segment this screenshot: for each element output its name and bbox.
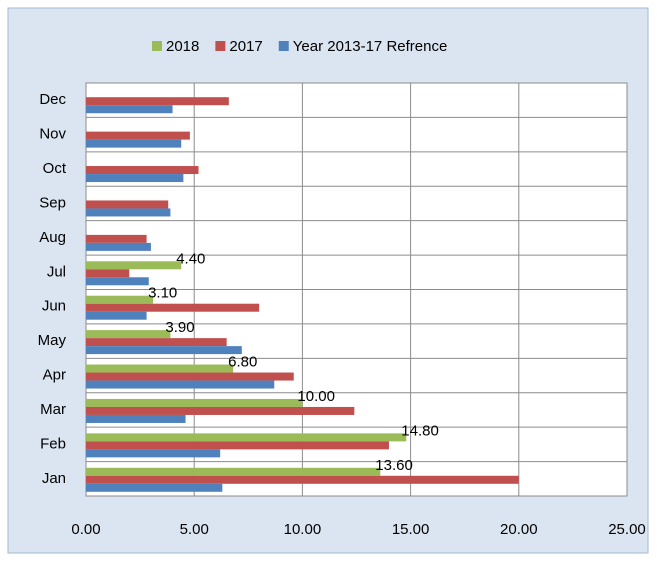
legend-label: 2018 (166, 38, 199, 55)
data-label: 13.60 (375, 457, 413, 474)
y-tick-label: Mar (40, 401, 66, 418)
data-label: 3.90 (165, 319, 194, 336)
y-tick-label: Sep (39, 194, 66, 211)
bar (86, 234, 147, 243)
bar (86, 277, 149, 286)
x-tick-label: 10.00 (284, 521, 322, 538)
bar (86, 295, 154, 304)
bar (86, 483, 223, 492)
y-tick-label: Feb (40, 435, 66, 452)
bar (86, 449, 221, 458)
bar (86, 372, 294, 381)
legend-swatch (152, 41, 162, 51)
bar (86, 105, 173, 114)
bar (86, 364, 234, 373)
bar (86, 311, 147, 320)
y-tick-label: May (38, 332, 67, 349)
bar (86, 338, 227, 347)
y-tick-label: Jun (42, 298, 66, 315)
x-tick-label: 5.00 (180, 521, 209, 538)
bar (86, 414, 186, 423)
x-tick-label: 20.00 (500, 521, 538, 538)
y-tick-label: Jan (42, 470, 66, 487)
data-label: 4.40 (176, 250, 205, 267)
bar (86, 139, 182, 148)
y-tick-label: Nov (39, 126, 66, 143)
bar (86, 475, 519, 484)
legend-label: 2017 (229, 38, 262, 55)
data-label: 14.80 (401, 422, 439, 439)
bar (86, 467, 381, 476)
bar (86, 330, 171, 339)
bar (86, 406, 355, 415)
legend-swatch (278, 41, 289, 51)
x-tick-label: 15.00 (392, 521, 430, 538)
bar (86, 441, 389, 450)
bar (86, 433, 407, 442)
y-tick-label: Aug (39, 229, 66, 246)
x-tick-label: 25.00 (608, 521, 646, 538)
data-label: 10.00 (297, 388, 335, 405)
bar (86, 208, 171, 217)
bar (86, 131, 190, 140)
legend-label: Year 2013-17 Refrence (293, 38, 448, 55)
data-label: 3.10 (148, 285, 177, 302)
bar (86, 174, 184, 183)
bar (86, 398, 303, 407)
bar (86, 269, 130, 278)
bar (86, 242, 151, 251)
bar (86, 97, 229, 106)
data-label: 6.80 (228, 354, 257, 371)
bar (86, 380, 275, 389)
y-tick-label: Dec (39, 91, 66, 108)
bar (86, 261, 182, 270)
y-tick-label: Apr (43, 367, 66, 384)
x-tick-label: 0.00 (71, 521, 100, 538)
bar (86, 200, 169, 209)
y-tick-label: Jul (47, 263, 66, 280)
legend-swatch (215, 41, 226, 51)
bar (86, 166, 199, 175)
y-tick-label: Oct (43, 160, 67, 177)
bar (86, 346, 242, 355)
bar (86, 303, 260, 312)
